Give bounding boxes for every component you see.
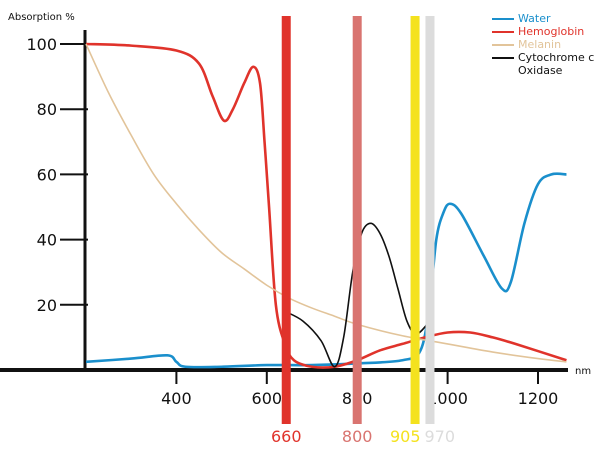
y-tick-label: 100 xyxy=(26,35,57,54)
y-tick-label: 60 xyxy=(37,165,57,184)
band-label-905: 905 xyxy=(390,427,421,446)
legend-swatch xyxy=(492,57,514,59)
legend-swatch xyxy=(492,18,514,20)
band-label-800: 800 xyxy=(342,427,373,446)
y-tick-label: 40 xyxy=(37,231,57,250)
series-line-hemoglobin xyxy=(85,42,567,369)
legend: Water Hemoglobin Melanin Cytochrome c Oxida… xyxy=(492,12,594,77)
legend-swatch xyxy=(492,31,514,33)
band-905 xyxy=(410,16,420,424)
band-970 xyxy=(425,16,435,424)
legend-label: Hemoglobin xyxy=(518,25,585,38)
legend-swatch xyxy=(492,44,514,46)
band-label-660: 660 xyxy=(271,427,302,446)
x-tick-label: 600 xyxy=(252,389,283,408)
legend-label: Melanin xyxy=(518,38,562,51)
series-line-cytochrome-c xyxy=(284,222,428,368)
legend-label: Cytochrome c Oxidase xyxy=(518,51,595,77)
x-axis-label: nm xyxy=(575,366,591,377)
x-tick-label: 1000 xyxy=(427,389,468,408)
y-axis-label: Absorption % xyxy=(8,12,75,23)
legend-label: Water xyxy=(518,12,551,25)
band-660 xyxy=(281,16,291,424)
x-tick-label: 1200 xyxy=(518,389,559,408)
legend-item: Melanin xyxy=(492,38,594,51)
y-tick-label: 80 xyxy=(37,100,57,119)
y-tick-label: 20 xyxy=(37,296,57,315)
legend-item: Water xyxy=(492,12,594,25)
legend-item: Cytochrome c Oxidase xyxy=(492,51,594,77)
x-tick-label: 400 xyxy=(161,389,192,408)
legend-item: Hemoglobin xyxy=(492,25,594,38)
band-800 xyxy=(352,16,362,424)
series-line-melanin xyxy=(85,43,567,363)
band-label-970: 970 xyxy=(425,427,456,446)
